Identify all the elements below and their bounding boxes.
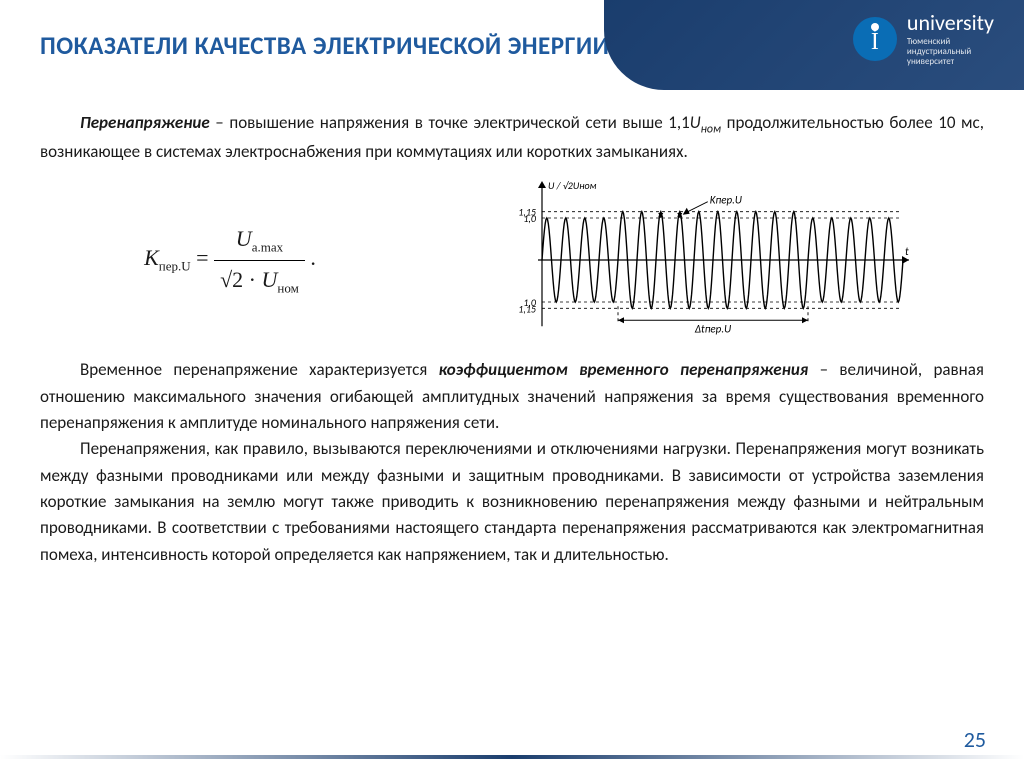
waveform-svg: 1,151,01,01,15U / √2UномtKпер.UΔtпер.U (482, 175, 922, 345)
paragraph-causes: Перенапряжения, как правило, вызываются … (40, 436, 984, 568)
logo-text-block: university Тюменский индустриальный унив… (907, 12, 994, 67)
bottom-decorative-line (0, 755, 1024, 759)
page-number: 25 (964, 726, 986, 753)
svg-text:Δtпер.U: Δtпер.U (694, 322, 731, 335)
logo-letter: İ (871, 29, 879, 56)
term-overvoltage: Перенапряжение (80, 112, 210, 133)
formula-and-chart-row: Кпер.U = Uа.max √2 · Uном . 1,151,01,01,… (40, 175, 984, 345)
logo-circle-icon: İ (853, 17, 897, 61)
paragraph-definition: Перенапряжение – повышение напряжения в … (40, 110, 984, 165)
slide-title: ПОКАЗАТЕЛИ КАЧЕСТВА ЭЛЕКТРИЧЕСКОЙ ЭНЕРГИ… (40, 30, 609, 61)
svg-text:1,0: 1,0 (523, 212, 537, 225)
logo-sub-text: Тюменский индустриальный университет (907, 37, 994, 67)
overvoltage-chart: 1,151,01,01,15U / √2UномtKпер.UΔtпер.U (420, 175, 984, 345)
slide-content: Перенапряжение – повышение напряжения в … (40, 110, 984, 568)
svg-text:U / √2Uном: U / √2Uном (548, 179, 597, 192)
u-nom-symbol: Uном (690, 112, 721, 133)
svg-text:Kпер.U: Kпер.U (710, 194, 742, 207)
logo-main-text: university (907, 12, 994, 34)
formula-k-per-u: Кпер.U = Uа.max √2 · Uном . (40, 222, 420, 298)
university-logo: İ university Тюменский индустриальный ун… (853, 12, 994, 67)
svg-text:1,15: 1,15 (518, 302, 536, 315)
svg-text:t: t (905, 245, 909, 258)
term-coefficient: коэффициентом временного перенапряжения (439, 359, 809, 380)
paragraph-coefficient: Временное перенапряжение характеризуется… (40, 357, 984, 436)
header-swoosh: İ university Тюменский индустриальный ун… (604, 0, 1024, 90)
